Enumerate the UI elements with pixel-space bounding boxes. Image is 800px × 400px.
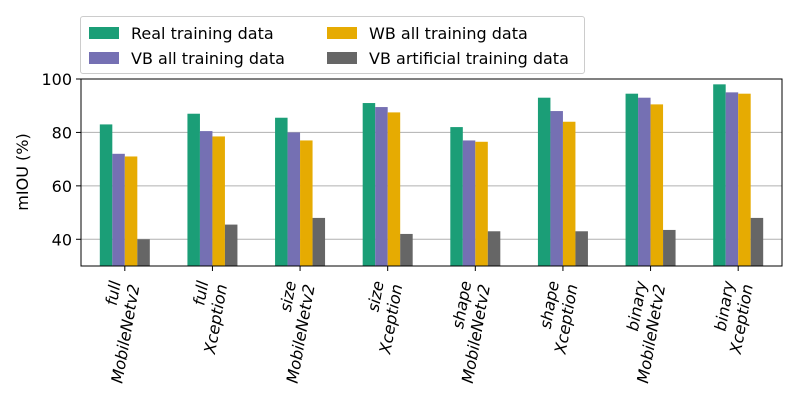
bar (713, 84, 726, 266)
legend-label-vb-artificial: VB artificial training data (369, 48, 569, 68)
plot-frame (80, 78, 783, 267)
bar (738, 93, 751, 266)
bar (287, 132, 301, 266)
bar (575, 231, 588, 266)
x-tick-label: shapeXception (532, 279, 582, 356)
x-tick-label: sizeMobileNetv2 (264, 279, 319, 384)
bar (537, 97, 551, 266)
x-tick-label: binaryXception (707, 279, 757, 356)
y-tick-label: 40 (52, 230, 72, 249)
legend-swatch-vb-all (89, 52, 119, 64)
bar (199, 131, 213, 266)
bar (487, 231, 501, 266)
x-tick-label: shapeMobileNetv2 (439, 279, 494, 384)
bar (750, 217, 764, 266)
bar (212, 136, 225, 266)
bar (387, 112, 401, 267)
bar (450, 127, 463, 266)
y-axis: 40 60 80 100 (41, 70, 81, 249)
bar (400, 233, 413, 266)
legend-item-vb-artificial: VB artificial training data (327, 46, 569, 70)
legend-label-vb-all: VB all training data (131, 48, 285, 68)
legend: Real training data VB all training data … (80, 16, 585, 74)
bar (650, 104, 664, 266)
bar (187, 113, 200, 266)
bar (362, 103, 376, 267)
bar (562, 121, 576, 266)
legend-item-real: Real training data (89, 21, 274, 45)
bars (99, 84, 764, 267)
gridlines (81, 78, 782, 240)
y-tick-label: 60 (52, 177, 72, 196)
legend-item-vb-all: VB all training data (89, 46, 285, 70)
legend-label-real: Real training data (131, 23, 274, 43)
y-tick-label: 100 (41, 70, 72, 89)
bar (462, 140, 476, 266)
legend-swatch-vb-artificial (327, 52, 357, 64)
bar (224, 224, 238, 266)
bar (275, 117, 288, 266)
bar (725, 92, 739, 266)
y-axis-label: mIOU (%) (13, 133, 32, 210)
x-tick-label: binaryMobileNetv2 (614, 279, 669, 385)
bar (475, 141, 488, 266)
bar (124, 156, 138, 266)
bar (99, 124, 113, 267)
bar (375, 107, 388, 266)
x-tick-label: fullMobileNetv2 (89, 279, 144, 385)
bar (638, 97, 651, 266)
y-tick-label: 80 (52, 123, 72, 142)
x-tick-label: sizeXception (357, 279, 407, 356)
legend-swatch-wb-all (327, 27, 357, 39)
bar (550, 111, 563, 266)
bar (112, 153, 125, 266)
bar (300, 140, 313, 266)
bar (312, 217, 326, 266)
bar (625, 93, 639, 266)
bar (137, 239, 150, 266)
legend-item-wb-all: WB all training data (327, 21, 528, 45)
legend-label-wb-all: WB all training data (369, 23, 528, 43)
legend-swatch-real (89, 27, 119, 39)
x-tick-label: fullXception (181, 279, 231, 356)
x-axis: fullMobileNetv2 fullXception sizeMobileNet… (89, 266, 757, 385)
bar (663, 229, 676, 266)
